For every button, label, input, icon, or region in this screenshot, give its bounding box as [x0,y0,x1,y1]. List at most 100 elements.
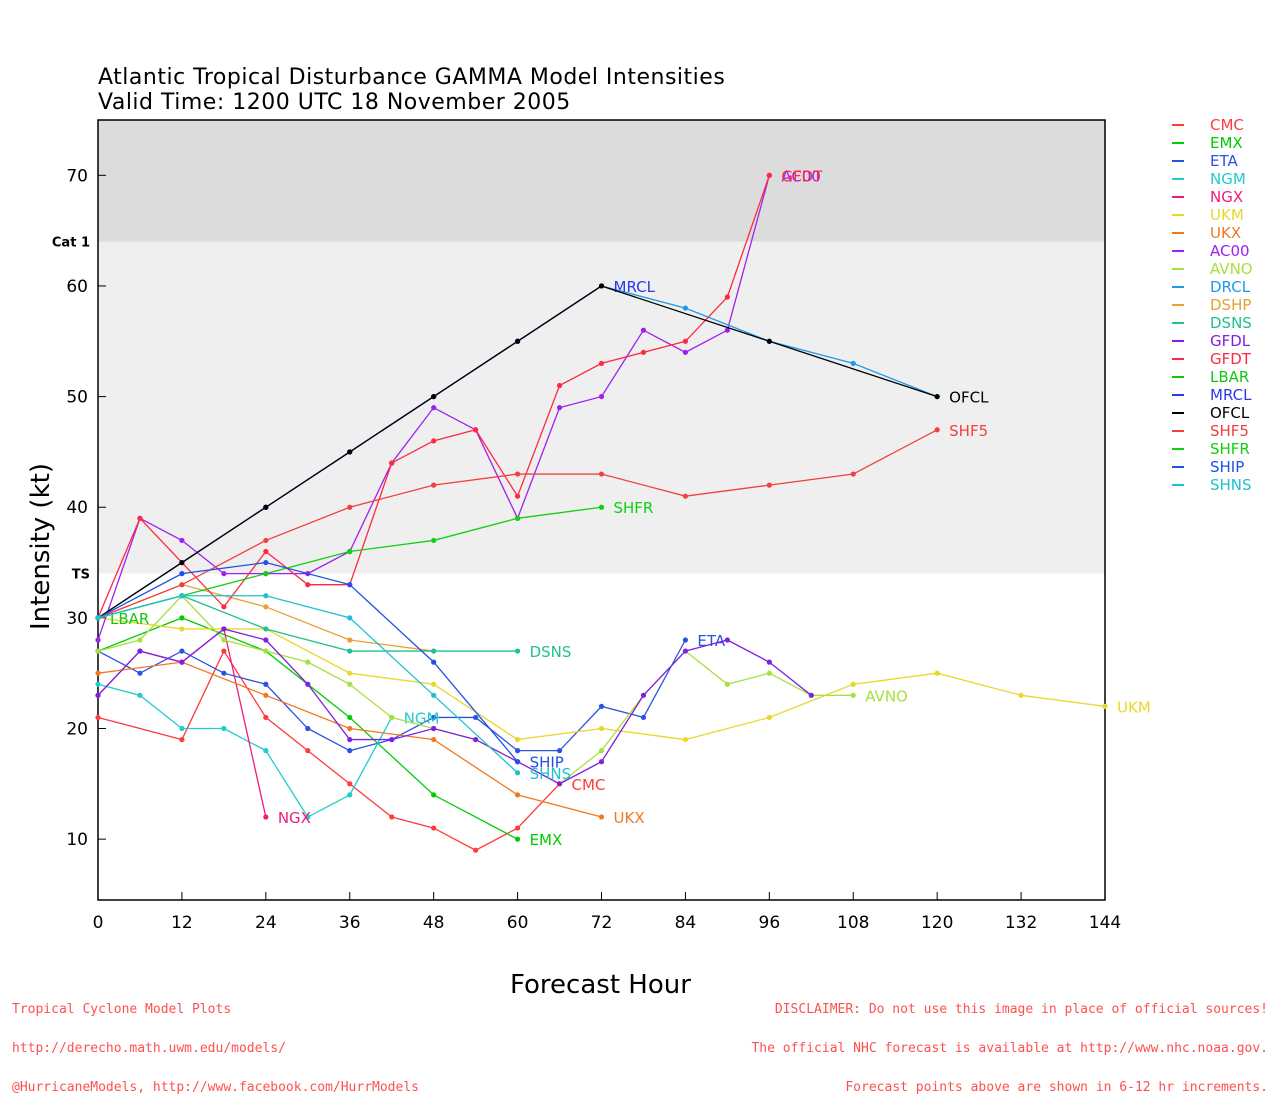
disclaimer-line: DISCLAIMER: Do not use this image in pla… [774,1002,1268,1017]
data-point [640,349,647,355]
legend-label: NGM [1210,170,1246,188]
legend-swatch [1172,214,1184,216]
footer-url-line[interactable]: http://derecho.math.uwm.edu/models/ [12,1041,286,1056]
data-point [1102,703,1108,709]
x-tick-label: 120 [921,913,953,933]
data-point [95,615,101,621]
x-tick-label: 60 [507,913,529,933]
y-tick-label: 70 [66,166,88,186]
legend-label: DRCL [1210,278,1251,296]
legend-item: GFDT [1172,350,1253,368]
footer-disclaimer: DISCLAIMER: Do not use this image in pla… [751,977,1268,1107]
data-point [514,471,521,477]
series-end-label: MRCL [614,278,656,296]
band-label: Cat 1 [52,236,90,251]
footer-social-line[interactable]: @HurricaneModels, http://www.facebook.co… [12,1080,419,1095]
legend-swatch [1172,196,1184,198]
legend-swatch [1172,412,1184,414]
data-point [221,670,227,676]
data-point [556,382,563,389]
data-point [934,670,940,676]
data-point [263,559,269,566]
data-point [179,725,185,732]
x-axis-label: Forecast Hour [510,970,691,1000]
legend-item: DSHP [1172,296,1253,314]
data-point [389,736,395,743]
data-point [221,648,227,654]
series-end-label: AVNO [865,687,908,705]
data-point [640,692,647,698]
data-point [389,814,395,820]
series-end-label: CMC [572,776,606,794]
intensity-chart: TS Cat 1 0 12 24 36 48 60 72 84 96 108 120 132 144 10 20… [52,119,1151,933]
data-point [473,427,479,433]
data-point [347,615,353,621]
data-point [305,582,311,588]
legend-label: UKM [1210,206,1244,224]
data-point [682,736,689,743]
data-point [431,692,437,698]
legend-swatch [1172,250,1184,252]
data-point [179,571,185,577]
data-point [431,659,437,665]
data-point [263,637,269,643]
series-line [97,628,812,785]
legend-label: NGX [1210,188,1244,206]
legend-item: SHNS [1172,476,1253,494]
series-end-label: SHFR [614,499,654,517]
data-point [808,692,814,698]
data-point [431,405,437,411]
legend-item: UKX [1172,224,1253,242]
data-point [431,825,437,831]
legend-item: AVNO [1172,260,1253,278]
data-point [724,637,730,643]
legend-swatch [1172,232,1184,234]
legend-label: AC00 [1210,242,1250,260]
series-end-label: UKX [614,809,645,827]
legend-label: LBAR [1210,368,1250,386]
data-point [263,548,269,555]
data-point [305,814,311,820]
data-point [514,770,521,776]
data-point [556,781,563,787]
legend-item: GFDL [1172,332,1253,350]
legend-swatch [1172,160,1184,162]
legend-swatch [1172,394,1184,396]
data-point [263,604,269,610]
data-point [556,748,563,754]
data-point [137,670,143,676]
data-point [766,172,772,178]
data-point [263,571,269,577]
legend-item: EMX [1172,134,1253,152]
y-tick-label: 60 [66,277,88,297]
series-line [97,561,519,763]
data-point [766,338,772,344]
legend-item: MRCL [1172,386,1253,404]
data-point [514,836,521,842]
legend-label: SHF5 [1210,422,1249,440]
y-tick-label: 50 [66,388,88,408]
chart-legend: CMC EMX ETA NGM NGX UKM UKX AC00 AVNO DRCL DSHP DSN… [1172,116,1253,494]
legend-swatch [1172,466,1184,468]
legend-swatch [1172,358,1184,360]
data-point [514,825,521,831]
data-point [850,471,856,477]
data-point [850,360,856,367]
data-point [431,725,437,732]
data-point [431,537,437,544]
data-point [179,559,185,566]
data-point [682,648,689,654]
intensity-band [98,241,1105,574]
data-point [95,648,101,654]
data-point [431,648,437,654]
legend-item: NGX [1172,188,1253,206]
data-point [766,670,772,676]
data-point [598,759,605,765]
legend-item: SHFR [1172,440,1253,458]
x-tick-label: 24 [255,913,277,933]
data-point [221,571,227,577]
data-point [179,582,185,588]
data-point [347,748,353,754]
legend-swatch [1172,340,1184,342]
data-point [179,736,185,743]
